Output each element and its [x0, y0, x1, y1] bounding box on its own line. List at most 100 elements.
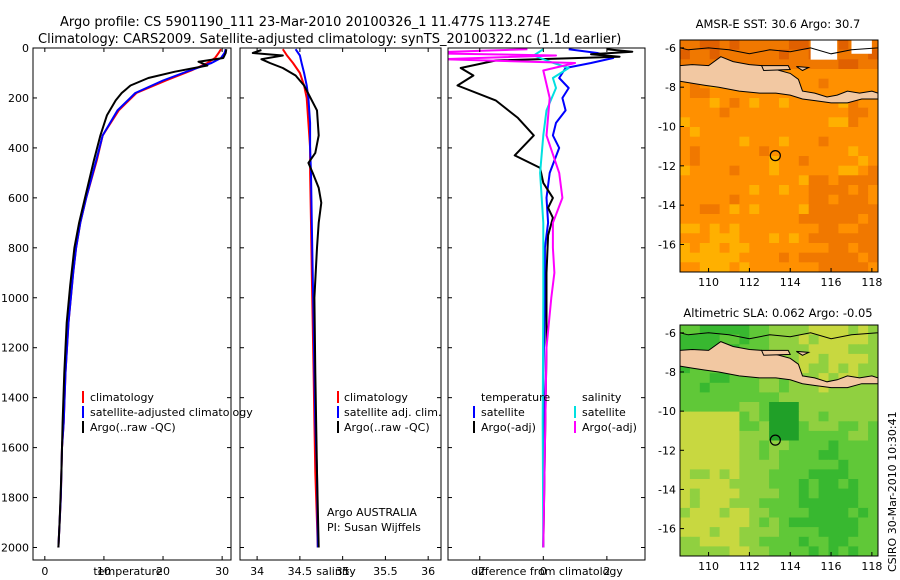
map-cell — [838, 402, 849, 413]
x-tick-label: 112 — [739, 276, 760, 289]
map-cell — [759, 488, 770, 499]
map-cell — [779, 59, 790, 70]
map-cell — [709, 507, 721, 519]
map-cell — [808, 156, 820, 167]
map-cell — [818, 353, 830, 365]
map-cell — [759, 175, 770, 186]
map-cell — [759, 49, 770, 60]
map-cell — [798, 127, 810, 138]
missing-data-patch — [851, 40, 872, 54]
map-cell — [739, 136, 750, 147]
map-cell — [769, 49, 780, 60]
map-cell — [808, 243, 820, 254]
map-cell — [848, 479, 859, 490]
map-cell — [680, 194, 691, 205]
map-cell — [858, 117, 869, 128]
map-cell — [868, 117, 878, 128]
map-cell — [699, 325, 711, 336]
x-tick-label: 112 — [739, 560, 760, 573]
y-tick-label: -10 — [658, 121, 676, 134]
map-cell — [709, 127, 721, 138]
map-cell — [828, 243, 839, 254]
map-cell — [739, 107, 750, 118]
map-cell — [769, 156, 780, 167]
map-cell — [808, 353, 820, 365]
map-cell — [788, 40, 800, 51]
map-cell — [788, 204, 800, 215]
map-cell — [798, 165, 810, 176]
map-cell — [689, 88, 701, 99]
map-cell — [719, 194, 731, 205]
map-cell — [739, 459, 750, 470]
map-cell — [749, 127, 760, 138]
map-frame — [679, 39, 879, 273]
map-cell — [729, 146, 740, 157]
map-cell — [759, 411, 770, 422]
map-cell — [680, 59, 691, 70]
map-cell — [779, 117, 790, 128]
map-cell — [828, 325, 839, 336]
map-cell — [680, 507, 691, 519]
temperature-legend: climatology satellite-adjusted climatolo… — [82, 391, 253, 434]
map-cell — [808, 214, 820, 225]
series-line-climatology — [57, 48, 222, 548]
map-cell — [818, 334, 830, 345]
map-cell — [729, 325, 740, 336]
map-cell — [759, 392, 770, 403]
map-cell — [759, 402, 770, 413]
x-tick-label: 35.5 — [373, 565, 398, 578]
map-cell — [779, 223, 790, 234]
map-cell — [798, 507, 810, 519]
map-cell — [788, 479, 800, 490]
map-cell — [680, 479, 691, 490]
map-cell — [699, 498, 711, 509]
map-cell — [798, 440, 810, 451]
map-cell — [759, 421, 770, 432]
map-cell — [808, 440, 820, 451]
map-cell — [858, 469, 869, 480]
legend-satellite-label: satellite adj. clim. — [344, 406, 441, 419]
map-cell — [848, 411, 859, 422]
map-cell — [739, 223, 750, 234]
map-cell — [689, 334, 701, 345]
map-cell — [749, 156, 760, 167]
map-cell — [680, 185, 691, 196]
map-cell — [769, 392, 780, 403]
map-cell — [699, 479, 711, 490]
map-cell — [699, 194, 711, 205]
map-cell — [848, 488, 859, 499]
map-cell — [689, 469, 701, 480]
map-cell — [858, 146, 869, 157]
map-cell — [699, 214, 711, 225]
map-cell — [838, 498, 849, 509]
map-cell — [868, 156, 878, 167]
map-cell — [759, 59, 770, 70]
map-cell — [739, 334, 750, 345]
map-cell — [739, 243, 750, 254]
map-cell — [818, 546, 830, 556]
map-cell — [719, 117, 731, 128]
map-cell — [689, 498, 701, 509]
series-line-satellite — [57, 48, 227, 548]
map-cell — [818, 517, 830, 528]
difference-xlabel: difference from climatology — [471, 565, 623, 578]
map-cell — [808, 392, 820, 403]
map-cell — [788, 233, 800, 244]
map-cell — [858, 440, 869, 451]
map-cell — [838, 363, 849, 374]
map-cell — [858, 363, 869, 374]
map-cell — [838, 536, 849, 547]
map-cell — [709, 107, 721, 118]
map-cell — [729, 136, 740, 147]
map-cell — [759, 243, 770, 254]
map-cell — [788, 344, 800, 355]
map-cell — [818, 430, 830, 442]
map-cell — [729, 488, 740, 499]
map-cell — [689, 411, 701, 422]
map-cell — [868, 40, 878, 51]
argo-institution: Argo AUSTRALIA — [327, 506, 417, 519]
map-cell — [798, 479, 810, 490]
map-cell — [749, 175, 760, 186]
map-cell — [848, 421, 859, 432]
